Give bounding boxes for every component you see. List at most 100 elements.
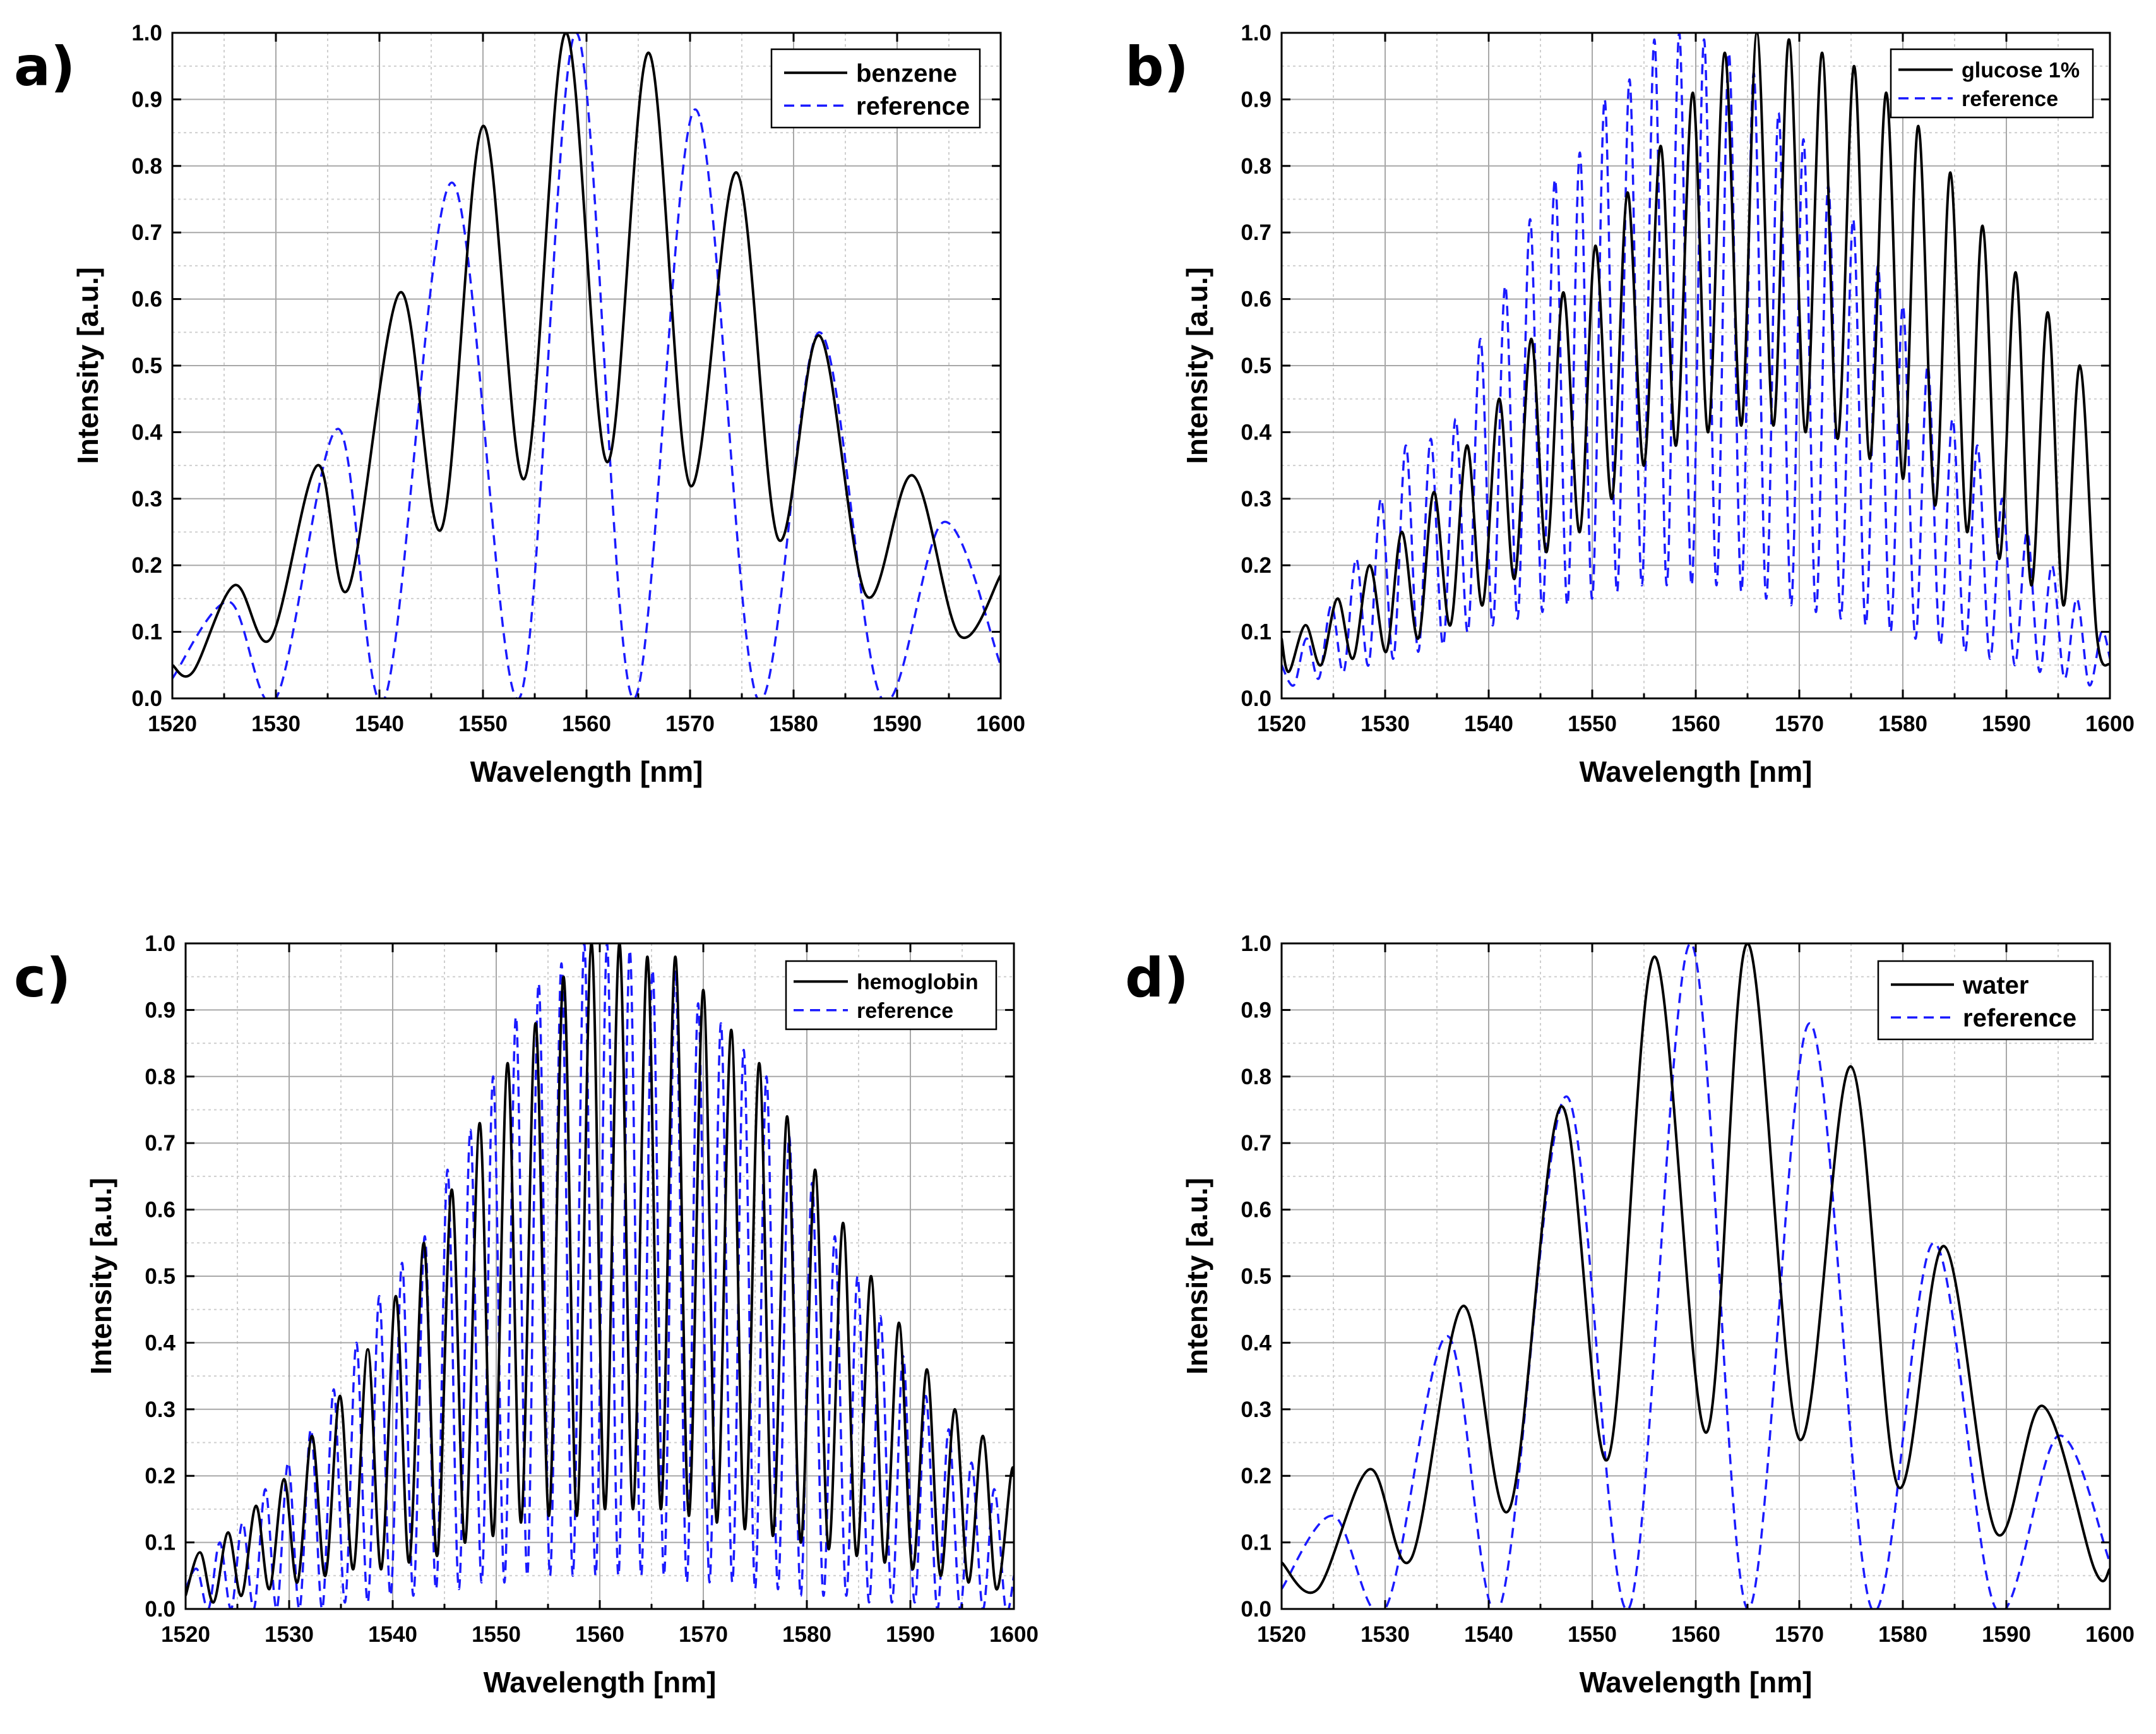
y-tick-label: 0.6: [1241, 1198, 1272, 1223]
x-tick-label: 1530: [1361, 1622, 1410, 1647]
y-tick-label: 0.3: [1241, 1397, 1272, 1422]
chart-panel-1: a) 1520 1530 1540 1550 1560 1570 1580 1590 1600 0.…: [14, 21, 1025, 788]
x-axis-title: Wavelength [nm]: [484, 1666, 717, 1699]
legend: hemoglobin reference: [785, 960, 998, 1031]
series-line-sample: [186, 943, 1014, 1604]
series-line-reference: [172, 33, 1001, 698]
legend-label: hemoglobin: [857, 971, 979, 995]
y-tick-label: 0.0: [1241, 1597, 1272, 1622]
chart-panel-4: d) 1520 1530 1540 1550 1560 1570 1580 1590 1600 0.…: [1125, 931, 2135, 1699]
legend-label: water: [1962, 972, 2029, 1000]
series-line-sample: [172, 33, 1001, 678]
y-tick-label: 0.3: [1241, 487, 1272, 511]
x-tick-label: 1590: [886, 1622, 935, 1647]
y-tick-label: 0.0: [145, 1597, 176, 1622]
panel-label: a): [14, 35, 75, 99]
chart-panel-3: c) 1520 1530 1540 1550 1560 1570 1580 1590 1600 0.…: [14, 931, 1039, 1699]
y-tick-label: 0.1: [145, 1531, 176, 1555]
y-tick-label: 0.5: [1241, 1264, 1272, 1289]
y-tick-label: 0.1: [131, 620, 162, 645]
y-tick-label: 0.2: [1241, 553, 1272, 578]
x-tick-label: 1560: [1671, 1622, 1720, 1647]
x-tick-label: 1540: [368, 1622, 417, 1647]
y-tick-label: 0.8: [1241, 1065, 1272, 1089]
x-tick-label: 1550: [472, 1622, 521, 1647]
x-tick-label: 1600: [989, 1622, 1039, 1647]
series-line-reference: [186, 943, 1014, 1609]
y-tick-label: 0.1: [1241, 1531, 1272, 1555]
x-tick-label: 1570: [665, 712, 715, 736]
y-tick-label: 0.5: [1241, 354, 1272, 378]
panel-label: b): [1125, 35, 1189, 99]
legend-box: [770, 48, 981, 129]
y-tick-label: 0.9: [131, 87, 162, 112]
x-tick-label: 1530: [1361, 712, 1410, 736]
y-tick-label: 0.2: [145, 1464, 176, 1488]
y-axis-title: Intensity [a.u.]: [71, 267, 104, 464]
legend-box: [1877, 960, 2094, 1041]
y-tick-label: 0.7: [131, 220, 162, 245]
y-axis-title: Intensity [a.u.]: [1181, 267, 1213, 464]
x-tick-label: 1580: [1878, 712, 1927, 736]
y-tick-label: 0.1: [1241, 620, 1272, 645]
y-axis-title: Intensity [a.u.]: [85, 1178, 117, 1375]
y-tick-label: 0.4: [1241, 420, 1272, 445]
x-tick-label: 1600: [2085, 1622, 2135, 1647]
y-tick-label: 1.0: [1241, 931, 1272, 956]
y-tick-label: 0.0: [1241, 686, 1272, 711]
grid: [1281, 943, 2111, 1610]
y-tick-label: 0.9: [1241, 87, 1272, 112]
y-tick-label: 0.6: [131, 287, 162, 312]
x-tick-label: 1520: [1257, 712, 1306, 736]
y-tick-label: 0.5: [145, 1264, 176, 1289]
x-tick-label: 1600: [976, 712, 1025, 736]
y-tick-label: 0.8: [131, 154, 162, 179]
y-tick-label: 1.0: [131, 21, 162, 45]
series-line-sample: [1282, 943, 2110, 1594]
x-tick-label: 1520: [148, 712, 197, 736]
legend-label: reference: [857, 999, 953, 1023]
x-tick-label: 1600: [2085, 712, 2135, 736]
legend-label: reference: [1962, 87, 2058, 111]
legend-label: reference: [856, 93, 970, 121]
x-tick-label: 1580: [782, 1622, 831, 1647]
grid: [172, 32, 1001, 699]
x-tick-label: 1540: [1464, 712, 1513, 736]
y-tick-label: 0.6: [145, 1198, 176, 1223]
x-axis-title: Wavelength [nm]: [1580, 1666, 1813, 1699]
y-tick-label: 0.7: [1241, 1131, 1272, 1156]
x-tick-label: 1550: [1568, 712, 1617, 736]
y-tick-label: 0.4: [131, 420, 162, 445]
y-tick-label: 0.5: [131, 354, 162, 378]
legend-label: reference: [1963, 1005, 2076, 1032]
panel-label: c): [14, 947, 71, 1010]
x-tick-label: 1520: [1257, 1622, 1306, 1647]
legend-label: glucose 1%: [1962, 59, 2080, 83]
y-tick-label: 0.8: [145, 1065, 176, 1089]
x-axis-title: Wavelength [nm]: [1580, 755, 1813, 788]
x-tick-label: 1520: [161, 1622, 210, 1647]
y-tick-label: 0.6: [1241, 287, 1272, 312]
x-tick-label: 1560: [575, 1622, 624, 1647]
x-tick-label: 1580: [1878, 1622, 1927, 1647]
legend-box: [1890, 48, 2094, 119]
y-tick-label: 0.7: [1241, 220, 1272, 245]
y-tick-label: 0.8: [1241, 154, 1272, 179]
y-tick-label: 1.0: [145, 931, 176, 956]
x-tick-label: 1560: [562, 712, 611, 736]
x-tick-label: 1580: [769, 712, 818, 736]
y-tick-label: 0.2: [1241, 1464, 1272, 1488]
x-tick-label: 1540: [355, 712, 404, 736]
y-tick-label: 0.9: [145, 998, 176, 1022]
x-tick-label: 1550: [458, 712, 508, 736]
x-axis-title: Wavelength [nm]: [470, 755, 703, 788]
series-line-reference: [1282, 33, 2110, 687]
x-tick-label: 1560: [1671, 712, 1720, 736]
series-line-sample: [1282, 33, 2110, 673]
y-tick-label: 0.3: [145, 1397, 176, 1422]
x-tick-label: 1590: [1982, 712, 2031, 736]
x-tick-label: 1570: [679, 1622, 728, 1647]
x-tick-label: 1550: [1568, 1622, 1617, 1647]
y-tick-label: 0.3: [131, 487, 162, 511]
